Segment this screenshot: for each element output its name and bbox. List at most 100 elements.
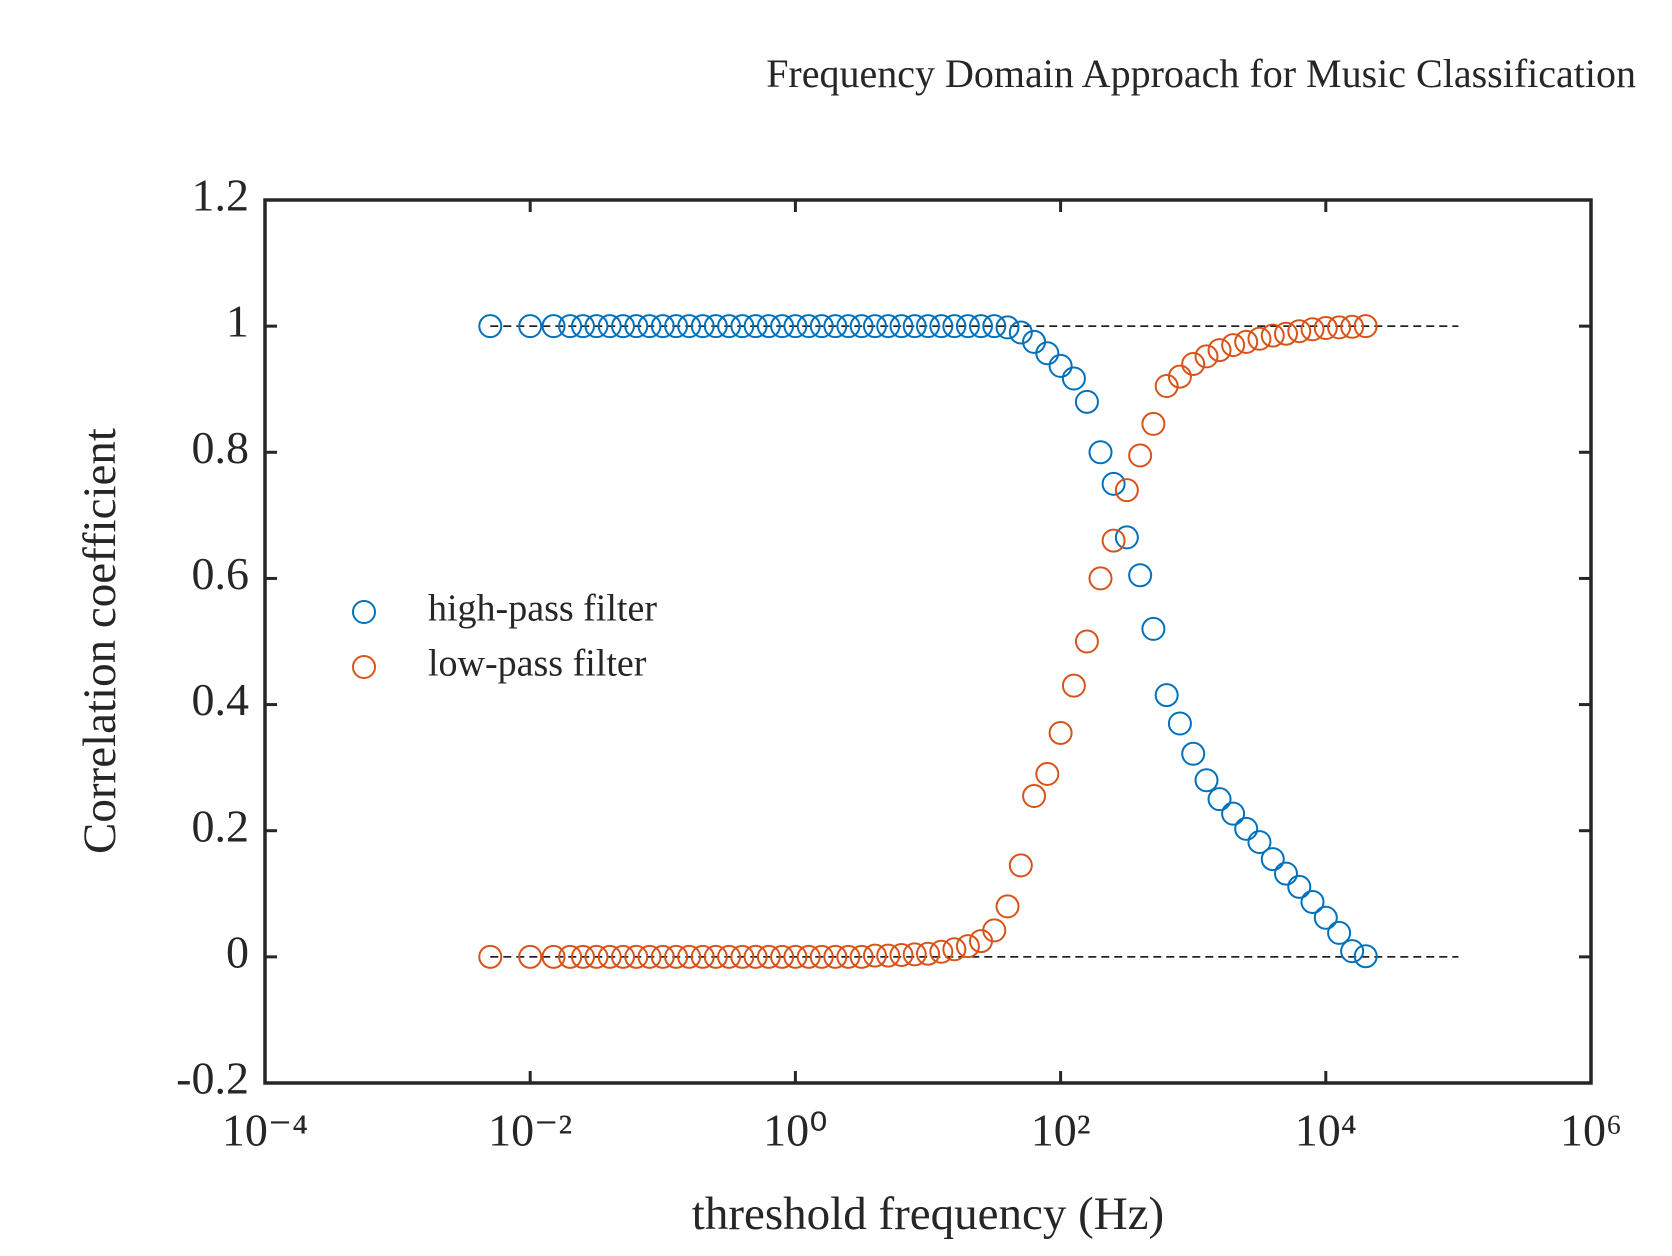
x-tick-label: 10⁴ [1295, 1105, 1357, 1156]
marker [942, 937, 967, 962]
legend-label: high-pass filter [428, 588, 657, 630]
marker [518, 944, 543, 969]
marker [1313, 316, 1338, 341]
marker [743, 944, 768, 969]
marker [955, 314, 980, 339]
marker [1313, 905, 1338, 930]
marker [1048, 720, 1073, 745]
marker [1061, 366, 1086, 391]
marker [570, 944, 595, 969]
marker [902, 942, 927, 967]
marker [1141, 616, 1166, 641]
marker [1181, 741, 1206, 766]
marker [968, 314, 993, 339]
y-tick-label: 1 [226, 296, 249, 347]
y-tick-label: 0.8 [192, 422, 250, 473]
marker [1008, 853, 1033, 878]
y-tick-label: 0.4 [192, 674, 250, 725]
marker [1287, 874, 1312, 899]
marker [783, 944, 808, 969]
marker [730, 314, 755, 339]
marker [597, 944, 622, 969]
marker [610, 944, 635, 969]
marker [1128, 563, 1153, 588]
marker [1008, 320, 1033, 345]
marker [690, 314, 715, 339]
marker [902, 314, 927, 339]
marker [677, 314, 702, 339]
marker [1022, 784, 1047, 809]
marker [1074, 389, 1099, 414]
marker [756, 944, 781, 969]
marker [478, 314, 503, 339]
marker [637, 314, 662, 339]
marker [1141, 411, 1166, 436]
marker [1088, 566, 1113, 591]
marker [1035, 761, 1060, 786]
x-axis-label: threshold frequency (Hz) [692, 1188, 1164, 1240]
marker [1260, 323, 1285, 348]
marker [1247, 830, 1272, 855]
marker [809, 944, 834, 969]
legend-marker [352, 655, 376, 679]
marker [1074, 629, 1099, 654]
marker [862, 943, 887, 968]
marker [1273, 321, 1298, 346]
marker [1234, 816, 1259, 841]
marker [1221, 333, 1246, 358]
y-tick-label: 0.6 [192, 548, 250, 599]
marker [541, 314, 566, 339]
marker [1340, 939, 1365, 964]
marker [584, 314, 609, 339]
marker [1101, 528, 1126, 553]
marker [849, 314, 874, 339]
marker [1247, 326, 1272, 351]
marker [823, 944, 848, 969]
plot-frame [263, 198, 1593, 1085]
marker [637, 944, 662, 969]
marker [929, 939, 954, 964]
marker [1167, 711, 1192, 736]
marker [862, 314, 887, 339]
marker [624, 944, 649, 969]
marker [541, 944, 566, 969]
marker [650, 314, 675, 339]
marker [1353, 944, 1378, 969]
marker [1061, 673, 1086, 698]
marker [730, 944, 755, 969]
marker [717, 314, 742, 339]
marker [1327, 315, 1352, 340]
marker [1154, 374, 1179, 399]
marker [889, 942, 914, 967]
marker [1128, 443, 1153, 468]
marker [1260, 847, 1285, 872]
marker [518, 314, 543, 339]
marker [756, 314, 781, 339]
marker [1114, 478, 1139, 503]
marker [1048, 353, 1073, 378]
marker [1194, 344, 1219, 369]
x-tick-label: 10⁻⁴ [222, 1105, 308, 1156]
marker [916, 314, 940, 339]
marker [783, 314, 808, 339]
marker [876, 943, 901, 968]
marker [1340, 314, 1365, 339]
y-tick-label: 1.2 [192, 170, 250, 221]
marker [1273, 861, 1298, 886]
marker [796, 314, 821, 339]
marker [1207, 787, 1232, 812]
marker [1300, 889, 1325, 914]
marker [1327, 920, 1352, 945]
marker [558, 314, 583, 339]
marker [916, 941, 940, 966]
marker [1114, 525, 1139, 550]
marker [690, 944, 715, 969]
marker [1101, 471, 1126, 496]
marker [1035, 341, 1060, 366]
y-axis-label: Correlation coefficient [74, 428, 126, 854]
marker [1353, 314, 1378, 339]
marker [849, 944, 874, 969]
marker [677, 944, 702, 969]
marker [1300, 317, 1325, 342]
